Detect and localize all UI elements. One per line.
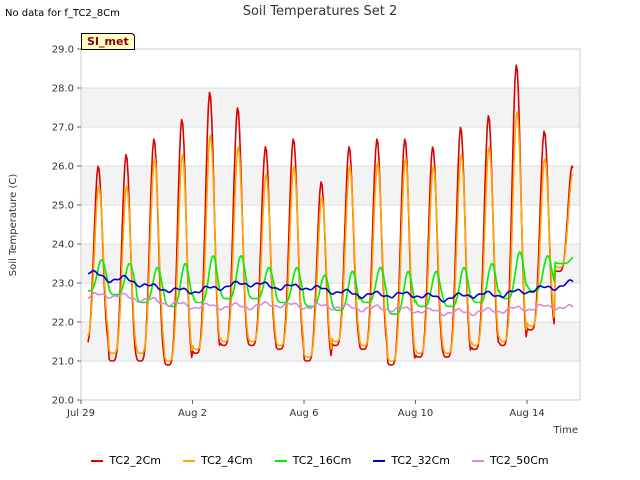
- x-tick-label: Aug 14: [509, 408, 544, 419]
- x-tick-label: Jul 29: [66, 408, 95, 419]
- series-line-tc2-32cm: [87, 269, 574, 303]
- y-tick-label: 22.0: [52, 318, 74, 329]
- site-badge: SI_met: [81, 33, 135, 50]
- legend-label: TC2_4Cm: [201, 454, 253, 467]
- y-tick-label: 28.0: [52, 84, 74, 95]
- legend-label: TC2_50Cm: [489, 454, 549, 467]
- y-tick-label: 20.0: [52, 396, 74, 407]
- chart-title: Soil Temperatures Set 2: [242, 4, 398, 19]
- legend-item-tc2-4cm: TC2_4Cm: [183, 454, 253, 467]
- y-tick-label: 26.0: [52, 162, 74, 173]
- series-line-tc2-4cm: [87, 111, 574, 362]
- legend-item-tc2-16cm: TC2_16Cm: [274, 454, 352, 467]
- legend-label: TC2_2Cm: [109, 454, 162, 467]
- plot-area: [80, 48, 581, 401]
- x-tick-label: Aug 6: [289, 408, 318, 419]
- legend-item-tc2-2cm: TC2_2Cm: [91, 454, 161, 467]
- x-tick-label: Aug 2: [178, 408, 207, 419]
- series-line-tc2-50cm: [87, 292, 574, 317]
- y-axis-label: Soil Temperature (C): [8, 174, 19, 277]
- y-axis-ticks: 20.0 21.0 22.0 23.0 24.0 25.0 26.0 27.0 28.0 29.0: [52, 45, 81, 407]
- y-tick-label: 29.0: [52, 45, 74, 56]
- legend-swatch: [274, 459, 287, 462]
- legend-swatch: [91, 459, 104, 462]
- legend-label: TC2_16Cm: [292, 454, 352, 467]
- legend-swatch: [373, 459, 386, 462]
- legend: TC2_2Cm TC2_4Cm TC2_16Cm TC2_32Cm TC2_50Cm: [0, 454, 640, 467]
- legend-item-tc2-32cm: TC2_32Cm: [373, 454, 450, 467]
- plot-band: [81, 166, 580, 205]
- y-tick-label: 24.0: [52, 240, 74, 251]
- legend-swatch: [183, 459, 196, 462]
- y-tick-label: 27.0: [52, 123, 74, 134]
- plot-bands: [81, 88, 580, 361]
- plot-band: [81, 244, 580, 283]
- legend-swatch: [471, 459, 484, 462]
- x-tick-label: Aug 10: [398, 408, 433, 419]
- y-tick-label: 25.0: [52, 201, 74, 212]
- series-lines: [87, 64, 574, 366]
- legend-label: TC2_32Cm: [391, 454, 450, 467]
- x-axis-label: Time: [553, 425, 578, 436]
- no-data-note: No data for f_TC2_8Cm: [5, 8, 120, 19]
- legend-item-tc2-50cm: TC2_50Cm: [471, 454, 549, 467]
- x-axis-ticks: Jul 29 Aug 2 Aug 6 Aug 10 Aug 14: [66, 400, 545, 419]
- y-tick-label: 21.0: [52, 357, 74, 368]
- y-tick-label: 23.0: [52, 279, 74, 290]
- plot-band: [81, 88, 580, 127]
